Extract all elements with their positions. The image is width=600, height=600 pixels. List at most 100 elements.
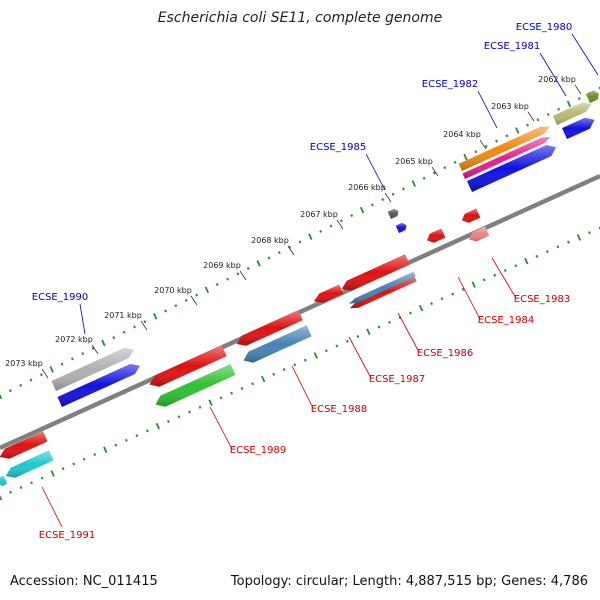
- inner-tick: [556, 245, 560, 249]
- feature-ecse-1988-shade: [243, 325, 312, 363]
- gene-label-ecse-1991[interactable]: ECSE_1991: [39, 530, 95, 541]
- tick-label-leader: [479, 139, 487, 150]
- outer-tick: [402, 187, 405, 191]
- gene-leader-ecse-1990: [79, 303, 86, 335]
- inner-tick: [535, 254, 539, 258]
- gene-label-ecse-1990[interactable]: ECSE_1990: [32, 292, 88, 303]
- genome-backbone: [0, 173, 600, 451]
- inner-tick: [377, 325, 381, 329]
- tick-label-leader: [190, 295, 198, 306]
- inner-tick: [72, 462, 76, 466]
- inner-tick: [430, 302, 433, 306]
- outer-tick: [371, 203, 374, 207]
- inner-tick: [124, 438, 128, 442]
- outer-tick: [546, 113, 550, 117]
- outer-tick: [195, 293, 198, 297]
- outer-tick: [277, 251, 281, 255]
- inner-tick: [61, 467, 65, 471]
- gene-label-ecse-1980[interactable]: ECSE_1980: [516, 22, 572, 33]
- feature-ecse-1986-shade: [349, 275, 417, 309]
- outer-tick: [329, 224, 333, 228]
- outer-tick: [267, 256, 271, 260]
- tick-label-leader: [239, 270, 247, 281]
- inner-tick: [409, 311, 412, 315]
- inner-tick: [114, 443, 118, 447]
- outer-tick: [153, 313, 158, 320]
- outer-tick: [164, 309, 167, 313]
- gene-leader-ecse-1985: [365, 153, 386, 191]
- outer-tick: [29, 378, 33, 382]
- outer-tick: [8, 389, 12, 393]
- tick-label-leader: [527, 111, 535, 122]
- gene-leader-ecse-1986: [397, 312, 420, 353]
- gene-label-ecse-1983[interactable]: ECSE_1983: [514, 294, 570, 305]
- outer-tick: [443, 166, 447, 170]
- inner-tick: [471, 281, 476, 288]
- outer-tick: [298, 240, 302, 244]
- tick-label: 2073 kbp: [5, 359, 43, 368]
- inner-tick: [155, 422, 161, 430]
- outer-tick: [184, 298, 188, 302]
- outer-tick: [0, 393, 3, 400]
- tick-label-leader: [91, 344, 99, 355]
- tick-label: 2070 kbp: [154, 286, 192, 295]
- gene-leader-ecse-1991: [41, 486, 63, 528]
- feature-unlabeled-red-1-shade: [0, 431, 48, 459]
- tick-label-leader: [287, 245, 295, 256]
- inner-tick: [93, 453, 97, 457]
- gene-label-ecse-1988[interactable]: ECSE_1988: [311, 404, 367, 415]
- outer-tick: [515, 127, 520, 134]
- accession-text: Accession: NC_011415: [10, 574, 158, 589]
- page-title: Escherichia coli SE11, complete genome: [157, 10, 443, 26]
- gene-leader-ecse-1983: [491, 257, 517, 299]
- inner-tick: [177, 415, 181, 419]
- gene-label-ecse-1984[interactable]: ECSE_1984: [478, 315, 534, 326]
- tick-label-leader: [41, 368, 49, 379]
- feature-unlabeled-blue-2-shade: [467, 145, 556, 192]
- gene-leader-ecse-1984: [457, 276, 481, 320]
- outer-tick: [484, 144, 488, 148]
- tick-label-leader: [384, 192, 392, 203]
- inner-tick: [493, 273, 497, 277]
- gene-labels: ECSE_1980 ECSE_1981 ECSE_1982 ECSE_1985 ECSE…: [32, 22, 572, 541]
- outer-tick: [339, 219, 343, 223]
- outer-tick: [215, 282, 219, 286]
- gene-label-ecse-1985[interactable]: ECSE_1985: [310, 142, 366, 153]
- inner-tick: [198, 405, 202, 409]
- inner-tick: [0, 494, 3, 501]
- feature-ecse-1991-shade: [5, 450, 54, 478]
- tick-label: 2069 kbp: [203, 261, 241, 270]
- feature-unlabeled-blue-4-shade: [349, 271, 416, 304]
- inner-tick: [40, 476, 44, 480]
- outer-tick: [566, 100, 572, 108]
- outer-tick: [91, 346, 95, 350]
- gene-label-ecse-1986[interactable]: ECSE_1986: [417, 348, 473, 359]
- outer-tick: [133, 325, 136, 329]
- feature-track: [0, 90, 599, 486]
- outer-tick: [39, 373, 43, 377]
- inner-tick: [524, 257, 529, 265]
- inner-tick: [366, 328, 371, 336]
- inner-tick: [230, 391, 233, 395]
- tick-label: 2063 kbp: [491, 102, 529, 111]
- gene-leader-ecse-1982: [477, 90, 498, 129]
- inner-tick: [335, 344, 339, 348]
- outer-tick: [226, 277, 229, 281]
- outer-tick: [411, 180, 416, 187]
- gene-leader-ecse-1987: [348, 336, 372, 379]
- gene-label-ecse-1989[interactable]: ECSE_1989: [230, 445, 286, 456]
- tick-label-leader: [574, 84, 582, 95]
- outer-tick: [112, 336, 116, 340]
- inner-tick: [388, 320, 391, 324]
- gene-label-ecse-1982[interactable]: ECSE_1982: [422, 79, 478, 90]
- gene-label-ecse-1987[interactable]: ECSE_1987: [369, 374, 425, 385]
- tick-label-leader: [336, 219, 344, 230]
- gene-label-ecse-1981[interactable]: ECSE_1981: [484, 41, 540, 52]
- outer-tick: [463, 153, 468, 161]
- inner-tick: [135, 434, 139, 438]
- feature-unlabeled-magenta-shade: [462, 137, 551, 179]
- inner-tick: [324, 349, 328, 353]
- feature-ecse-1980-shade: [562, 117, 595, 139]
- inner-tick: [588, 231, 591, 235]
- outer-tick: [433, 171, 436, 175]
